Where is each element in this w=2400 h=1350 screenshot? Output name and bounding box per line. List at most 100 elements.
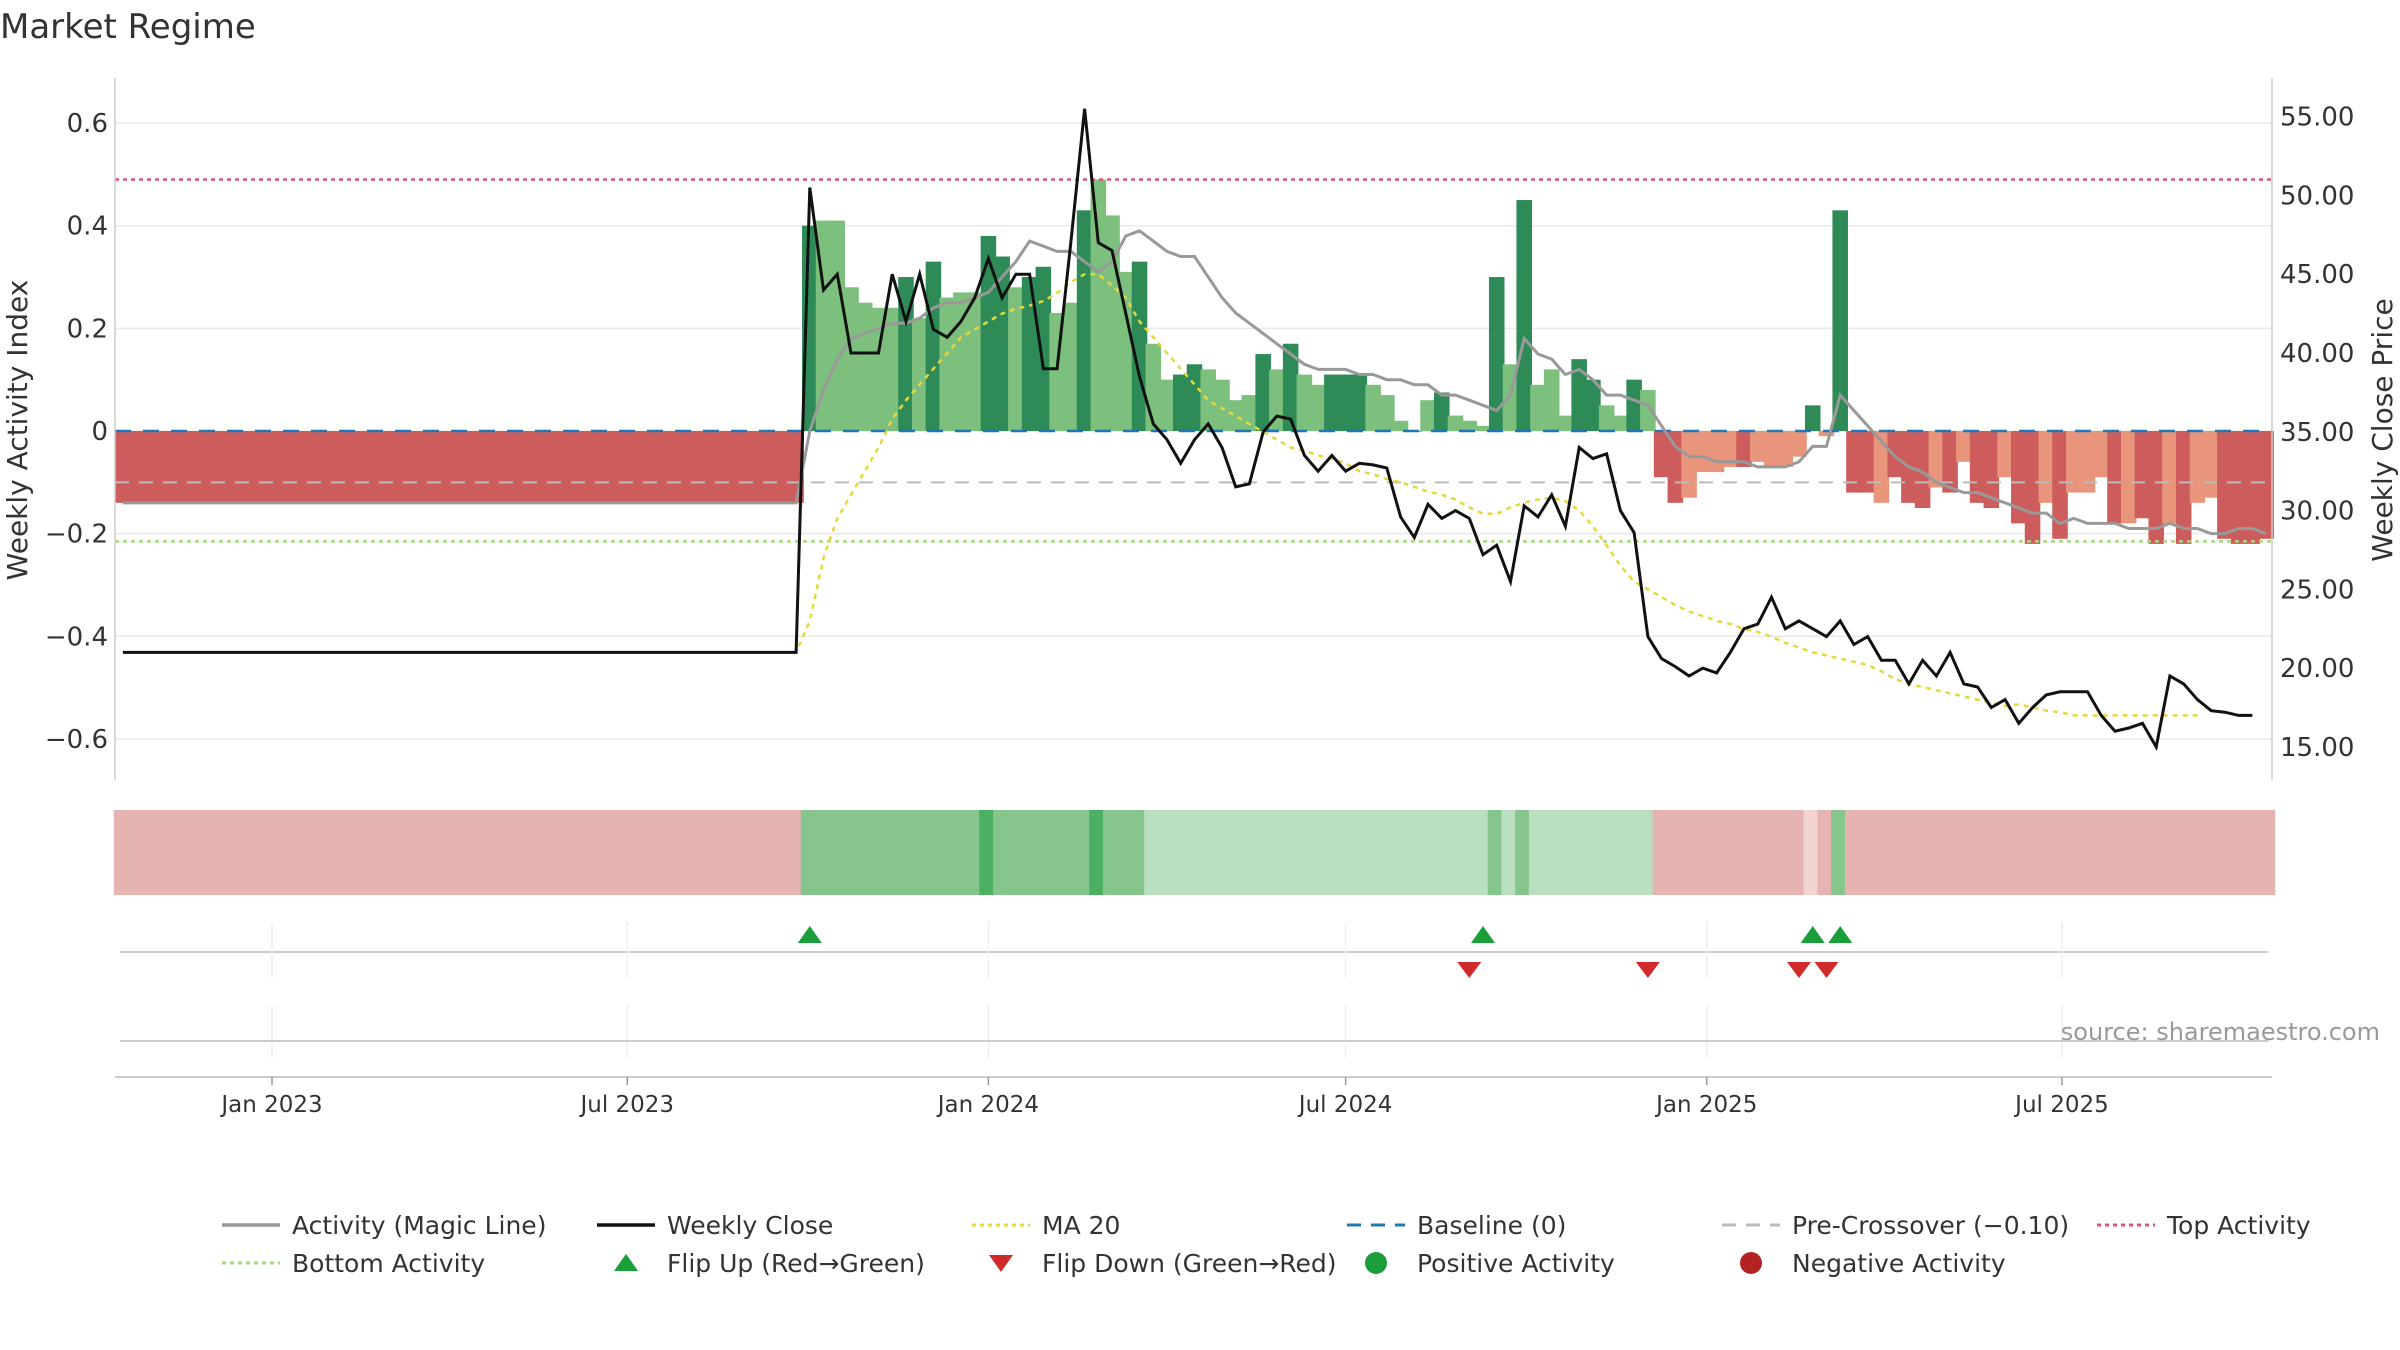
- regime-strip-cell: [1831, 810, 1850, 895]
- activity-bar: [1461, 420, 1478, 431]
- reference-lines: [115, 178, 2272, 543]
- regime-strip-cell: [608, 810, 627, 895]
- activity-bar: [1488, 277, 1505, 431]
- activity-bar: [966, 292, 983, 431]
- regime-strip-cell: [443, 810, 462, 895]
- activity-bar: [774, 431, 791, 503]
- activity-bar: [1351, 374, 1368, 431]
- y-tick-right: 40.00: [2280, 339, 2354, 369]
- activity-bar: [1475, 425, 1491, 431]
- source-note: source: sharemaestro.com: [2061, 1018, 2380, 1046]
- activity-bar: [884, 307, 900, 431]
- regime-strip-cell: [1185, 810, 1204, 895]
- regime-strip-cell: [1583, 810, 1602, 895]
- regime-strip-cell: [924, 810, 943, 895]
- x-tick-label: Jul 2023: [578, 1092, 674, 1118]
- activity-bar: [1585, 379, 1601, 431]
- activity-bar: [1983, 431, 2000, 508]
- regime-strip-cell: [1034, 810, 1053, 895]
- regime-strip-cell: [649, 810, 668, 895]
- regime-strip-cell: [567, 810, 586, 895]
- activity-bar: [1763, 431, 1780, 467]
- activity-bar: [1928, 431, 1945, 488]
- regime-strip-cell: [1913, 810, 1932, 895]
- activity-bar: [334, 431, 351, 503]
- flip-panel: [120, 922, 2268, 978]
- activity-bar: [527, 431, 543, 503]
- regime-strip-cell: [1844, 810, 1864, 895]
- activity-bar: [609, 431, 626, 503]
- legend-item: Baseline (0): [1347, 1211, 1566, 1240]
- activity-bar: [1035, 266, 1052, 431]
- regime-strip-cell: [292, 810, 311, 895]
- regime-strip-cell: [1281, 810, 1300, 895]
- activity-bar: [2065, 431, 2082, 493]
- legend-label: Bottom Activity: [292, 1249, 485, 1278]
- regime-strip-cell: [855, 810, 874, 895]
- activity-bar: [678, 431, 694, 503]
- activity-bar: [1420, 400, 1436, 431]
- regime-strip-cell: [402, 810, 421, 895]
- legend-label: Flip Down (Green→Red): [1042, 1249, 1337, 1278]
- activity-bar: [1969, 431, 1986, 503]
- activity-bar: [1021, 277, 1038, 431]
- regime-strip-cell: [938, 810, 957, 895]
- activity-bar: [1846, 431, 1862, 493]
- regime-strip-cell: [2105, 810, 2125, 895]
- activity-bar: [431, 431, 447, 503]
- legend-item: Flip Down (Green→Red): [989, 1249, 1337, 1278]
- regime-strip-cell: [1707, 810, 1726, 895]
- regime-strip-cell: [1652, 810, 1671, 895]
- activity-bar: [650, 431, 667, 503]
- y-tick-left: 0.2: [67, 314, 108, 344]
- y-tick-left: 0.4: [67, 212, 108, 242]
- regime-strip-cell: [1364, 810, 1383, 895]
- activity-bar: [1557, 415, 1574, 431]
- activity-bar: [623, 431, 639, 503]
- regime-strip-cell: [1006, 810, 1025, 895]
- legend-label: Negative Activity: [1792, 1249, 2006, 1278]
- regime-strip-cell: [539, 810, 558, 895]
- flip-up-marker: [1800, 926, 1825, 943]
- regime-strip-cell: [800, 810, 819, 895]
- regime-strip-cell: [1473, 810, 1493, 895]
- regime-strip-cell: [1336, 810, 1355, 895]
- regime-strip-cell: [2243, 810, 2262, 895]
- activity-bar: [939, 297, 955, 431]
- regime-strip-cell: [1102, 810, 1122, 895]
- right-axis-label: Weekly Close Price: [2366, 298, 2399, 561]
- flip-up-marker: [1470, 926, 1495, 943]
- regime-strip-cell: [2009, 810, 2028, 895]
- legend-item: Bottom Activity: [222, 1249, 485, 1278]
- activity-bar: [1172, 374, 1189, 431]
- y-tick-right: 25.00: [2280, 575, 2354, 605]
- activity-bar: [1365, 384, 1381, 431]
- legend-label: Baseline (0): [1417, 1211, 1566, 1240]
- regime-strip-cell: [2202, 810, 2221, 895]
- regime-strip-cell: [1748, 810, 1767, 895]
- legend-item: Weekly Close: [597, 1211, 833, 1240]
- activity-bar: [1543, 369, 1560, 431]
- regime-strip-cell: [663, 810, 682, 895]
- regime-strip-cell: [1528, 810, 1548, 895]
- activity-bar: [1379, 395, 1395, 431]
- activity-bar: [980, 235, 997, 431]
- regime-strip-cell: [2037, 810, 2056, 895]
- regime-strip-cell: [1377, 810, 1396, 895]
- y-tick-right: 20.00: [2280, 654, 2354, 684]
- activity-bar: [994, 256, 1010, 431]
- activity-bar: [1186, 364, 1203, 431]
- regime-strip-cell: [1116, 810, 1135, 895]
- regime-strip-cell: [1446, 810, 1465, 895]
- x-tick-label: Jan 2025: [1654, 1092, 1757, 1118]
- regime-strip-cell: [1350, 810, 1369, 895]
- regime-strip-cell: [1734, 810, 1754, 895]
- regime-strip-cell: [333, 810, 352, 895]
- regime-strip-cell: [1226, 810, 1245, 895]
- y-tick-right: 50.00: [2280, 181, 2354, 211]
- regime-strip-cell: [525, 810, 545, 895]
- legend-label: Weekly Close: [667, 1211, 833, 1240]
- activity-bar: [2162, 431, 2178, 524]
- regime-strip-cell: [1899, 810, 1918, 895]
